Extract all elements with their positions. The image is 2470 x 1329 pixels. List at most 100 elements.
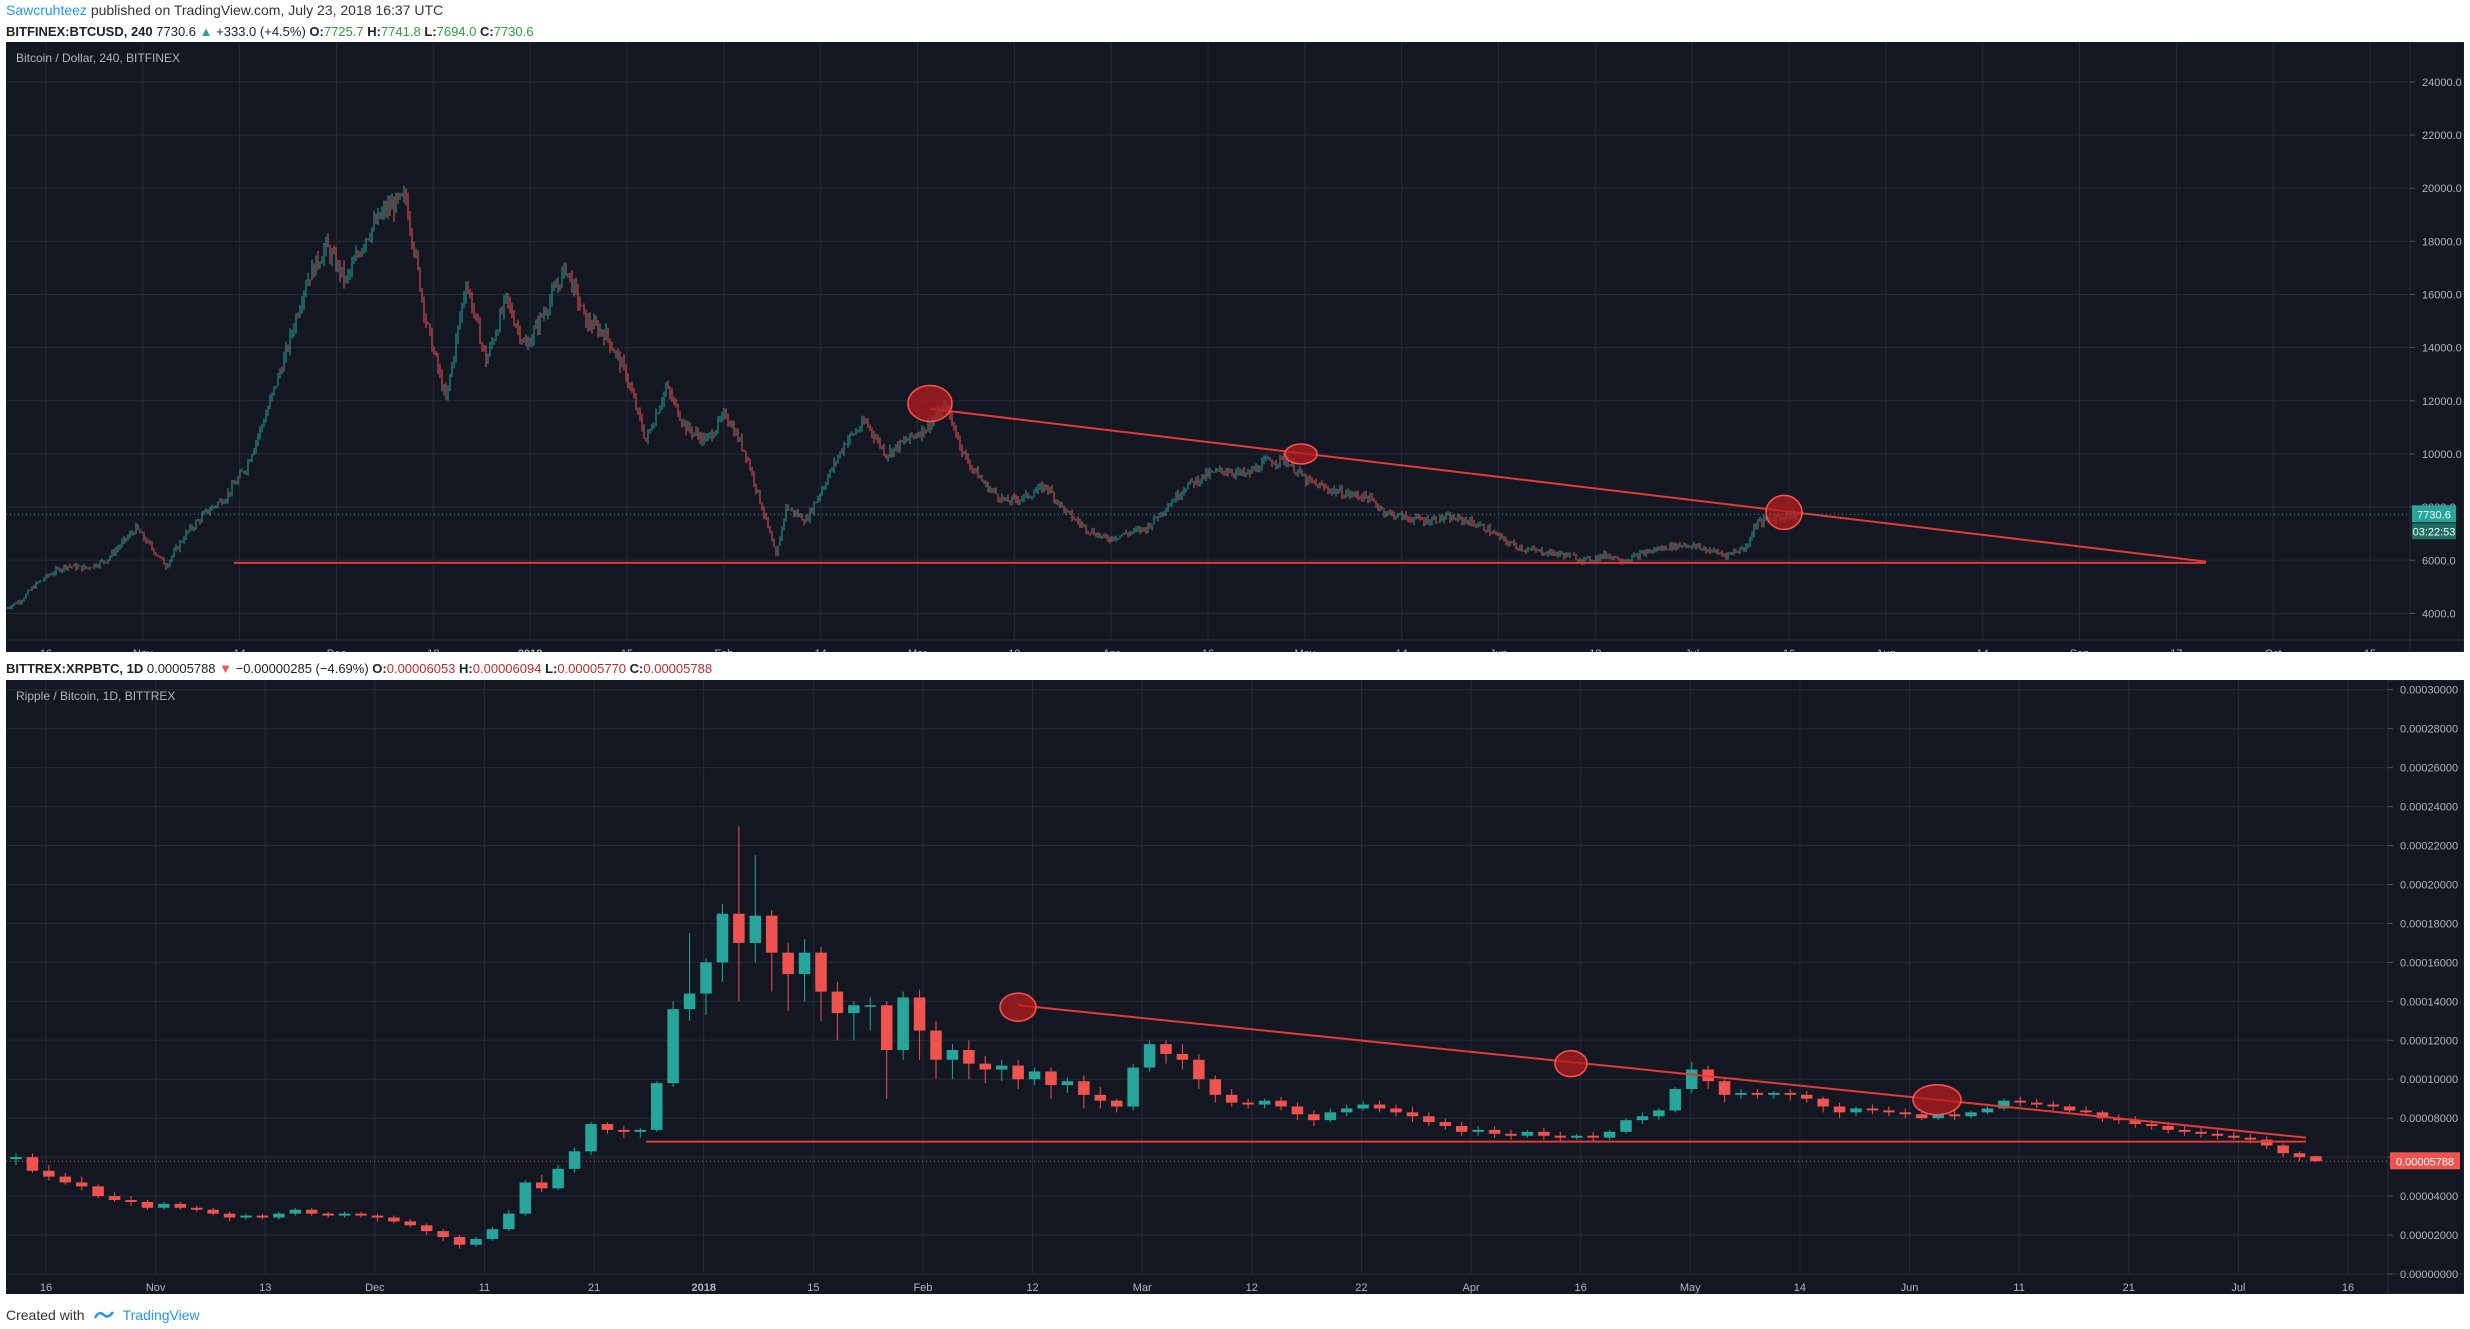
xrp-candle-body xyxy=(667,1009,679,1084)
x-tick-label: 21 xyxy=(588,1282,600,1294)
xrp-candle-body xyxy=(2195,1131,2207,1134)
countdown-label: 03:22:53 xyxy=(2413,526,2456,538)
xrp-candle-body xyxy=(1242,1102,1254,1105)
x-tick-label: Mar xyxy=(908,648,927,652)
highlight-circle xyxy=(1912,1083,1962,1116)
xrp-candle-body xyxy=(733,913,745,943)
y-tick-label: 0.00000000 xyxy=(2400,1269,2458,1281)
xrp-candle-body xyxy=(634,1129,647,1132)
xrp-candle-body xyxy=(1110,1100,1123,1107)
y-tick-label: 0.00014000 xyxy=(2400,996,2458,1008)
xrp-change: −0.00000285 (−4.69%) xyxy=(235,661,369,676)
x-tick-label: 12 xyxy=(1026,1282,1038,1294)
xrp-candle-body xyxy=(26,1157,39,1171)
btc-chart-pane[interactable]: 24000.0 22000.0 20000.0 18000.0 16000.0 14000… xyxy=(6,42,2464,652)
xrp-candle-body xyxy=(552,1168,564,1189)
xrp-candle-body xyxy=(1291,1106,1304,1115)
x-tick-label: Feb xyxy=(714,648,733,652)
pane-background xyxy=(6,42,2464,652)
xrp-candle-body xyxy=(535,1182,548,1189)
x-tick-label: 11 xyxy=(2013,1282,2024,1294)
xrp-candle-body xyxy=(568,1151,581,1169)
xrp-candle-body xyxy=(1751,1092,1764,1095)
xrp-candle-body xyxy=(43,1170,55,1177)
btc-last: 7730.6 xyxy=(156,24,197,39)
trend-line xyxy=(1017,1004,2307,1139)
tradingview-logo-icon xyxy=(93,1311,114,1319)
x-tick-label: 14 xyxy=(1396,648,1408,652)
xrp-symbol[interactable]: BITTREX:XRPBTC, 1D xyxy=(6,661,144,676)
xrp-candle-body xyxy=(683,993,696,1010)
xrp-candle-body xyxy=(601,1124,614,1130)
y-tick-label: 0.00018000 xyxy=(2400,918,2458,930)
last-price-label: 0.00005788 xyxy=(2396,1156,2454,1168)
xrp-candle-body xyxy=(1472,1129,1484,1132)
xrp-candle-body xyxy=(174,1203,187,1208)
xrp-candle-body xyxy=(1883,1110,1895,1113)
x-tick-label: 14 xyxy=(1977,648,1989,652)
author-link[interactable]: Sawcruhteez xyxy=(6,2,87,18)
x-tick-label: 13 xyxy=(259,1282,271,1294)
y-tick-label: 0.00002000 xyxy=(2400,1230,2458,1242)
xrp-candle-body xyxy=(1948,1114,1961,1117)
highlight-circle xyxy=(999,992,1037,1022)
xrp-candle-body xyxy=(1620,1120,1632,1132)
published-text: published on TradingView.com, July 23, 2… xyxy=(90,2,444,18)
xrp-chart-pane[interactable]: 0.00030000 0.00028000 0.00026000 0.00024000… xyxy=(6,680,2464,1294)
x-tick-label: Jun xyxy=(1901,1282,1919,1294)
highlight-circle xyxy=(907,384,953,423)
xrp-candle-body xyxy=(388,1217,400,1222)
y-tick-label: 0.00030000 xyxy=(2400,685,2458,697)
y-tick-label: 24000.0 xyxy=(2422,77,2462,89)
xrp-candle-body xyxy=(2277,1145,2289,1154)
xrp-candle-body xyxy=(864,1005,877,1007)
x-tick-label: 16 xyxy=(2342,1282,2354,1294)
x-tick-label: Dec xyxy=(365,1282,385,1294)
xrp-last: 0.00005788 xyxy=(146,661,216,676)
xrp-candle-body xyxy=(322,1213,334,1216)
x-tick-label: 14 xyxy=(1794,1282,1806,1294)
xrp-candle-body xyxy=(2228,1135,2240,1138)
btc-change: +333.0 (+4.5%) xyxy=(216,24,306,39)
xrp-candle-body xyxy=(880,1005,893,1051)
xrp-candle-body xyxy=(1603,1131,1616,1138)
xrp-candle-body xyxy=(92,1186,104,1197)
xrp-candle-body xyxy=(470,1238,482,1245)
xrp-candle-body xyxy=(2293,1153,2306,1158)
last-price-badge xyxy=(2390,1152,2460,1170)
xrp-candle-body xyxy=(59,1176,72,1183)
xrp-candle-body xyxy=(1817,1098,1829,1107)
xrp-candle-body xyxy=(1685,1069,1698,1089)
xrp-candle-body xyxy=(2129,1120,2142,1125)
xrp-candle-body xyxy=(1488,1129,1501,1134)
xrp-candle-body xyxy=(1669,1088,1682,1111)
btc-symbol[interactable]: BITFINEX:BTCUSD, 240 xyxy=(6,24,153,39)
y-tick-label: 4000.0 xyxy=(2422,608,2456,620)
xrp-candle-body xyxy=(1998,1100,2010,1109)
x-tick-label: 18 xyxy=(427,648,439,652)
x-tick-label: Nov xyxy=(133,648,153,652)
xrp-candle-body xyxy=(519,1182,532,1214)
x-tick-label: 17 xyxy=(2170,648,2182,652)
down-arrow-icon: ▼ xyxy=(219,661,233,676)
xrp-candle-body xyxy=(913,997,926,1031)
xrp-candle-body xyxy=(1045,1071,1057,1086)
xrp-candle-body xyxy=(979,1063,992,1070)
pane-label: Bitcoin / Dollar, 240, BITFINEX xyxy=(16,51,180,65)
tradingview-link[interactable]: TradingView xyxy=(122,1307,200,1323)
y-tick-label: 0.00008000 xyxy=(2400,1113,2458,1125)
x-tick-label: 16 xyxy=(1575,1282,1587,1294)
xrp-candle-body xyxy=(2063,1106,2076,1111)
x-tick-label: 16 xyxy=(1783,648,1795,652)
xrp-candle-body xyxy=(1275,1100,1287,1107)
y-tick-label: 16000.0 xyxy=(2422,289,2462,301)
x-tick-label: Sep xyxy=(2070,648,2090,652)
xrp-candle-body xyxy=(404,1221,417,1226)
xrp-candle-body xyxy=(585,1124,597,1152)
xrp-candle-body xyxy=(125,1199,137,1202)
x-tick-label: 16 xyxy=(1202,648,1214,652)
xrp-candle-body xyxy=(1521,1131,1534,1136)
x-tick-label: 16 xyxy=(40,648,52,652)
x-tick-label: 2018 xyxy=(518,648,542,652)
xrp-candle-body xyxy=(1340,1108,1353,1113)
